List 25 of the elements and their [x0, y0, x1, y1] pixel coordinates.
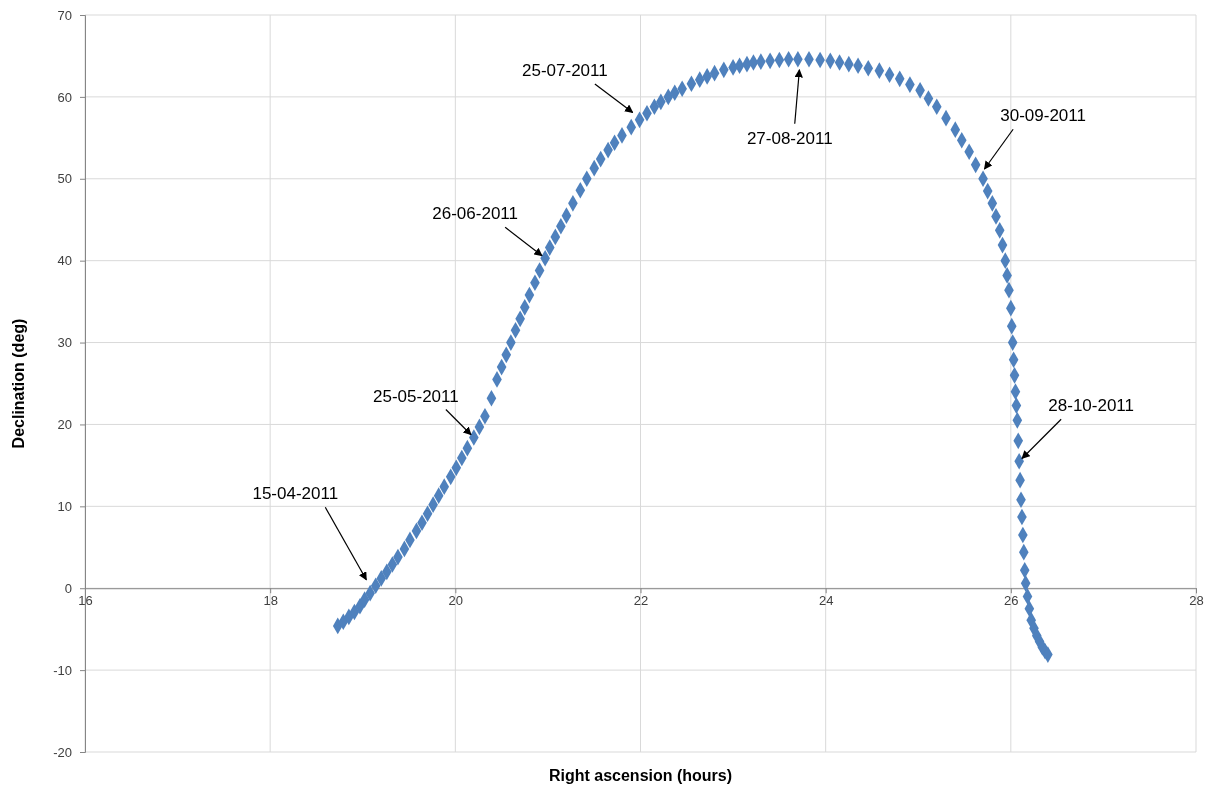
y-tick-label: 40	[57, 253, 72, 269]
annotation: 25-07-2011	[522, 60, 608, 80]
y-tick-label: 50	[57, 171, 72, 187]
x-tick-label: 28	[1189, 593, 1204, 609]
annotation: 30-09-2011	[1000, 106, 1086, 126]
y-axis-title: Declination (deg)	[10, 318, 27, 449]
x-tick-label: 22	[633, 593, 649, 609]
annotation: 27-08-2011	[746, 128, 833, 148]
y-tick-label: 10	[57, 498, 72, 514]
x-tick-label: 20	[448, 593, 464, 609]
annotation: 15-04-2011	[252, 484, 339, 504]
y-tick-label: 60	[57, 89, 72, 105]
annotation: 25-05-2011	[373, 386, 459, 406]
annotation: 26-06-2011	[432, 204, 518, 224]
annotation: 28-10-2011	[1048, 396, 1135, 416]
y-tick-label: -20	[53, 744, 72, 760]
y-tick-label: 30	[57, 335, 72, 351]
y-tick-label: 70	[57, 7, 72, 23]
y-tick-label: 20	[57, 417, 72, 433]
x-tick-label: 24	[818, 593, 834, 609]
x-tick-label: 26	[1004, 593, 1019, 609]
x-axis-title: Right ascension (hours)	[548, 767, 733, 784]
y-tick-label: -10	[53, 662, 72, 678]
x-tick-label: 18	[263, 593, 278, 609]
y-tick-label: 0	[64, 580, 72, 596]
